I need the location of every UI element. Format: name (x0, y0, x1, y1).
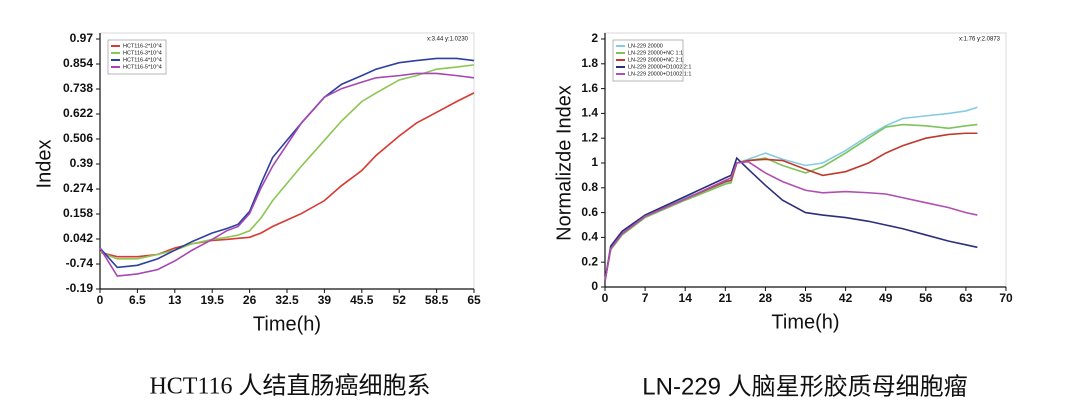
annotation: x:3.44 y:1.0230 (427, 37, 469, 43)
y-tick-label: 0.854 (63, 56, 93, 70)
x-tick-label: 21 (719, 291, 733, 305)
x-tick-label: 0 (97, 293, 104, 307)
y-tick-label: 0.622 (63, 106, 93, 120)
x-tick-label: 28 (759, 291, 773, 305)
legend-label: HCT116-4*10^4 (123, 57, 162, 63)
y-tick-label: 1 (591, 155, 598, 169)
legend-label: LN-229 20000+D1002 2:1 (628, 64, 691, 70)
y-tick-label: 1.6 (581, 81, 598, 95)
caption: HCT116 人结直肠癌细胞系 (149, 373, 430, 400)
x-axis-label: Time(h) (771, 311, 839, 333)
x-tick-label: 49 (879, 291, 893, 305)
y-tick-label: 0.8 (581, 180, 598, 194)
y-tick-label: 1.8 (581, 56, 598, 70)
x-tick-label: 56 (919, 291, 933, 305)
y-tick-label: 0.39 (70, 156, 94, 170)
y-tick-label: 0.97 (70, 31, 94, 45)
legend-label: HCT116-2*10^4 (123, 43, 162, 49)
annotation: x:1.76 y:2.0873 (959, 37, 1001, 43)
x-tick-label: 0 (602, 291, 609, 305)
x-tick-label: 65 (467, 293, 481, 307)
legend-label: LN-229 20000 (628, 43, 663, 49)
y-axis-label: Index (33, 140, 55, 189)
y-tick-label: 0.738 (63, 81, 93, 95)
x-tick-label: 39 (318, 293, 332, 307)
x-tick-label: 42 (839, 291, 853, 305)
legend-label: LN-229 20000+NC 1:1 (628, 50, 683, 56)
y-tick-label: -0.74 (66, 256, 94, 270)
y-tick-label: 0.2 (581, 254, 598, 268)
x-tick-label: 45.5 (350, 293, 374, 307)
x-tick-label: 7 (642, 291, 649, 305)
y-tick-label: 0.6 (581, 205, 598, 219)
series-line (99, 57, 475, 269)
y-tick-label: 1.4 (581, 106, 598, 120)
y-tick-label: 0.4 (581, 230, 598, 244)
series-line (604, 106, 978, 281)
series-line (604, 123, 978, 281)
series-line (604, 160, 978, 281)
y-tick-label: 0.042 (63, 231, 93, 245)
y-axis-label: Normalizde Index (553, 85, 575, 241)
y-tick-label: 0 (591, 279, 598, 293)
legend-label: HCT116-5*10^4 (123, 64, 162, 70)
x-tick-label: 70 (999, 291, 1013, 305)
y-tick-label: 0.158 (63, 206, 93, 220)
legend-label: LN-229 20000+D1002 1:1 (628, 71, 691, 77)
series-line (99, 92, 475, 258)
x-tick-label: 35 (799, 291, 813, 305)
y-tick-label: -0.19 (66, 281, 94, 295)
x-tick-label: 13 (168, 293, 182, 307)
x-tick-label: 32.5 (275, 293, 299, 307)
series-line (99, 64, 475, 260)
x-tick-label: 52 (393, 293, 407, 307)
x-tick-label: 58.5 (425, 293, 449, 307)
x-tick-label: 14 (679, 291, 693, 305)
legend-label: HCT116-3*10^4 (123, 50, 162, 56)
x-axis-label: Time(h) (253, 313, 321, 335)
y-tick-label: 0.506 (63, 131, 93, 145)
caption: LN-229 人脑星形胶质母细胞瘤 (642, 373, 967, 400)
x-tick-label: 63 (959, 291, 973, 305)
series-line (99, 72, 475, 277)
x-tick-label: 19.5 (201, 293, 225, 307)
y-tick-label: 0.274 (63, 181, 93, 195)
series-line (604, 156, 978, 281)
x-tick-label: 26 (243, 293, 257, 307)
legend-label: LN-229 20000+NC 2:1 (628, 57, 683, 63)
x-tick-label: 6.5 (129, 293, 146, 307)
y-tick-label: 2 (591, 31, 598, 45)
y-tick-label: 1.2 (581, 130, 598, 144)
